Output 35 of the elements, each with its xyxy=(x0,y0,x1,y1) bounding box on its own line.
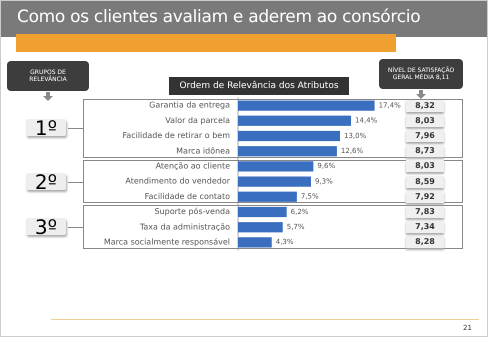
bar xyxy=(238,192,297,202)
bar xyxy=(238,176,312,187)
text: 7,34 xyxy=(406,221,444,234)
text: 8,03 xyxy=(406,114,444,127)
chart-title: Como os clientes avaliam e aderem ao consórcio xyxy=(17,7,420,27)
text: 7,92 xyxy=(406,190,444,203)
y-tick-label: Marca idônea xyxy=(176,146,230,156)
text: 7,83 xyxy=(406,206,444,218)
y-tick-label: Valor da parcela xyxy=(165,116,230,125)
bar xyxy=(238,161,314,172)
bar xyxy=(238,130,340,142)
text: 8,73 xyxy=(406,145,444,158)
text: 8,59 xyxy=(406,176,444,188)
y-tick-label: Atendimento do vendedor xyxy=(125,176,231,186)
text: 1º xyxy=(34,116,58,140)
y-tick-label: Facilidade de contato xyxy=(144,192,230,201)
y-tick-label: Taxa da administração xyxy=(138,222,230,232)
bar xyxy=(238,222,283,232)
bar xyxy=(238,100,375,111)
text: 8,32 xyxy=(406,100,444,112)
y-tick-label: Suporte pós-venda xyxy=(154,207,230,216)
chart-subtitle: Ordem de Relevância dos Atributos xyxy=(169,77,349,95)
y-tick-label: Atenção ao cliente xyxy=(156,161,230,170)
y-tick-label: Garantia da entrega xyxy=(149,100,230,110)
text: 8,28 xyxy=(406,236,444,248)
text: 8,03 xyxy=(406,160,444,172)
y-tick-label: Marca socialmente responsável xyxy=(104,237,230,246)
y-tick-label: Facilidade de retirar o bem xyxy=(122,131,230,140)
text: 3º xyxy=(34,215,58,240)
text: 7,96 xyxy=(406,130,444,142)
bar xyxy=(238,237,272,248)
text: 2º xyxy=(34,170,58,194)
bar xyxy=(238,116,352,126)
bar xyxy=(238,206,287,218)
bar xyxy=(238,146,337,156)
